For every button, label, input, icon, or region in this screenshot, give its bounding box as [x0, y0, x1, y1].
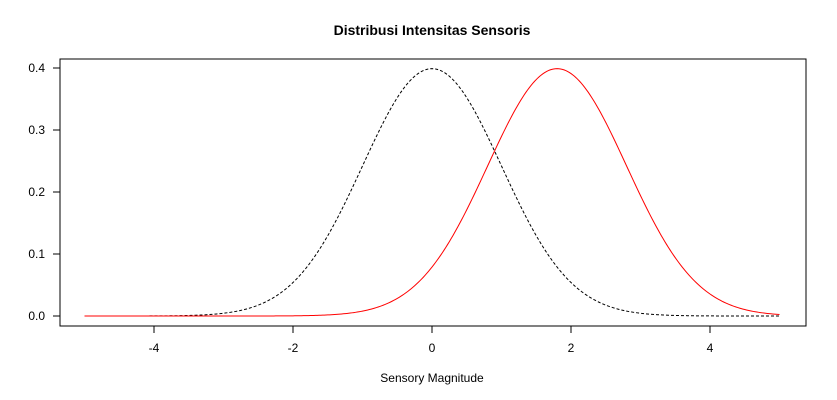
y-tick-label: 0.2 [28, 185, 45, 199]
series-line-1 [84, 68, 780, 317]
y-tick-label: 0.3 [28, 123, 45, 137]
chart-title: Distribusi Intensitas Sensoris [334, 22, 531, 38]
x-axis: -4 -2 0 2 4 [149, 326, 714, 355]
y-axis: 0.0 0.1 0.2 0.3 0.4 [28, 61, 60, 323]
x-tick-label: 0 [429, 341, 436, 355]
plot-frame [59, 58, 807, 327]
x-tick-label: -4 [149, 341, 160, 355]
x-tick-label: -2 [288, 341, 299, 355]
y-tick-label: 0.0 [28, 309, 45, 323]
x-axis-label: Sensory Magnitude [380, 371, 484, 385]
y-tick-label: 0.1 [28, 247, 45, 261]
series-layer [84, 68, 780, 317]
x-tick-label: 2 [568, 341, 575, 355]
series-line-2 [84, 68, 780, 317]
y-tick-label: 0.4 [28, 61, 45, 75]
x-tick-label: 4 [707, 341, 714, 355]
